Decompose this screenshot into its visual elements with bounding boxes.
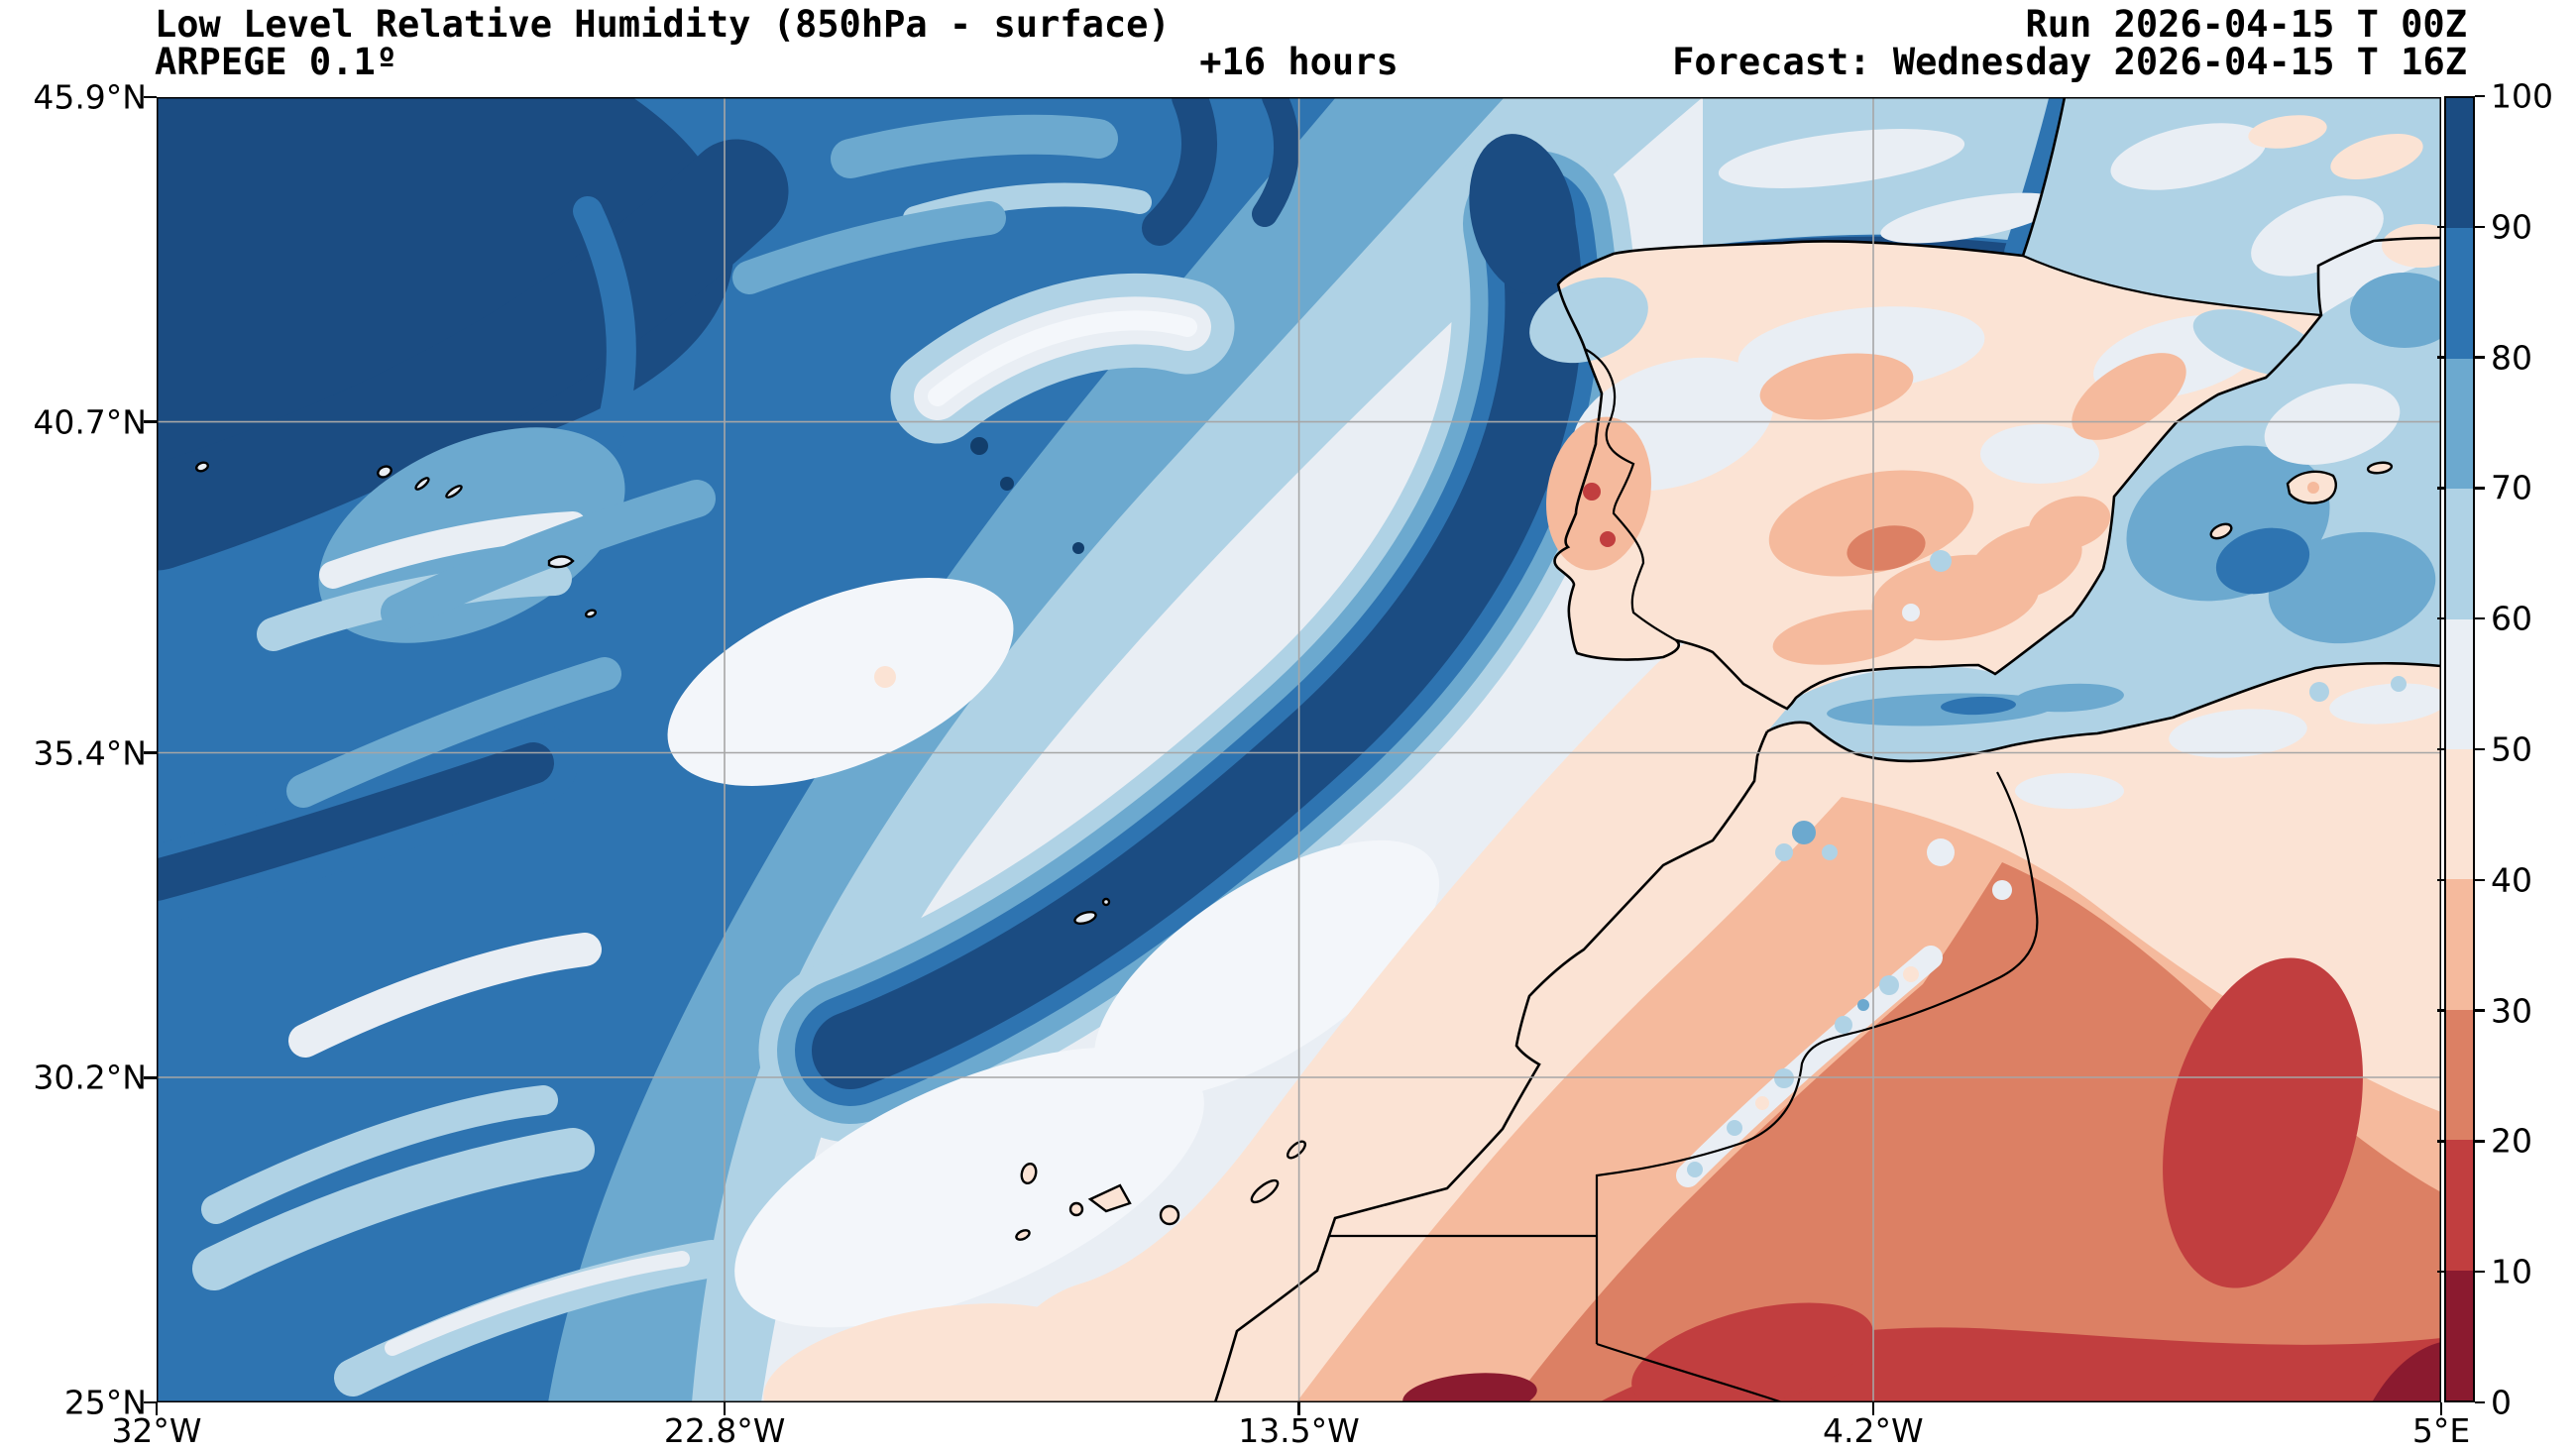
y-tick-mark bbox=[144, 95, 157, 99]
forecast-label: Forecast: Wednesday 2026-04-15 T 16Z bbox=[1672, 41, 2467, 83]
x-tick-label: 13.5°W bbox=[1238, 1411, 1360, 1450]
colorbar-tick-mark bbox=[2475, 487, 2485, 490]
map-plot-area bbox=[157, 97, 2441, 1402]
y-tick-label: 45.9°N bbox=[33, 77, 147, 117]
colorbar-tick-mark-left bbox=[2437, 1140, 2444, 1143]
colorbar-segment-20-30 bbox=[2446, 1009, 2473, 1141]
colorbar-tick-label: 80 bbox=[2491, 338, 2532, 378]
colorbar-segment-10-20 bbox=[2446, 1140, 2473, 1271]
y-tick-mark bbox=[144, 751, 157, 754]
colorbar-segment-50-60 bbox=[2446, 618, 2473, 750]
lead-time-label: +16 hours bbox=[1199, 41, 1399, 83]
colorbar-tick-mark bbox=[2475, 747, 2485, 751]
colorbar-tick-label: 60 bbox=[2491, 599, 2532, 638]
colorbar-segment-30-40 bbox=[2446, 879, 2473, 1010]
graticule bbox=[157, 97, 2441, 1402]
colorbar-tick-mark bbox=[2475, 616, 2485, 620]
colorbar-segment-80-90 bbox=[2446, 228, 2473, 359]
x-tick-mark bbox=[723, 1402, 727, 1415]
colorbar-tick-mark-left bbox=[2437, 225, 2444, 229]
x-tick-mark bbox=[1297, 1402, 1300, 1415]
colorbar-tick-mark-left bbox=[2437, 878, 2444, 882]
colorbar-segment-0-10 bbox=[2446, 1270, 2473, 1401]
y-tick-label: 35.4°N bbox=[33, 733, 147, 773]
chart-title: Low Level Relative Humidity (850hPa - su… bbox=[155, 3, 1171, 46]
y-tick-mark bbox=[144, 1076, 157, 1079]
colorbar-tick-mark bbox=[2475, 356, 2485, 359]
colorbar-tick-label: 20 bbox=[2491, 1121, 2532, 1161]
x-tick-label: 22.8°W bbox=[663, 1411, 786, 1450]
colorbar-segment-40-50 bbox=[2446, 749, 2473, 880]
colorbar-tick-mark bbox=[2475, 225, 2485, 229]
colorbar-tick-mark bbox=[2475, 1140, 2485, 1143]
colorbar-tick-mark bbox=[2475, 1009, 2485, 1012]
colorbar-segment-90-100 bbox=[2446, 98, 2473, 229]
x-tick-label: 32°W bbox=[111, 1411, 202, 1450]
colorbar-tick-mark-left bbox=[2437, 1270, 2444, 1274]
humidity-contour-map bbox=[157, 97, 2441, 1402]
colorbar-tick-mark bbox=[2475, 878, 2485, 882]
coastlines bbox=[1213, 97, 2441, 1402]
colorbar-tick-mark-left bbox=[2437, 747, 2444, 751]
x-tick-label: 4.2°W bbox=[1823, 1411, 1924, 1450]
colorbar-tick-mark bbox=[2475, 1400, 2485, 1404]
x-tick-mark bbox=[1871, 1402, 1875, 1415]
run-label: Run 2026-04-15 T 00Z bbox=[2025, 3, 2467, 46]
y-tick-mark bbox=[144, 420, 157, 423]
y-tick-mark bbox=[144, 1400, 157, 1404]
y-tick-label: 30.2°N bbox=[33, 1058, 147, 1097]
colorbar-tick-label: 10 bbox=[2491, 1252, 2532, 1291]
azores-islands bbox=[194, 461, 598, 618]
colorbar-tick-mark-left bbox=[2437, 487, 2444, 490]
colorbar bbox=[2444, 96, 2475, 1402]
colorbar-tick-label: 50 bbox=[2491, 729, 2532, 769]
country-borders bbox=[1329, 254, 2322, 1402]
x-tick-mark bbox=[2439, 1402, 2443, 1415]
madeira-islands bbox=[1073, 897, 1111, 926]
model-label: ARPEGE 0.1º bbox=[155, 41, 398, 83]
colorbar-tick-label: 100 bbox=[2491, 76, 2553, 116]
colorbar-tick-label: 70 bbox=[2491, 468, 2532, 507]
colorbar-tick-mark-left bbox=[2437, 1009, 2444, 1012]
colorbar-tick-mark-left bbox=[2437, 616, 2444, 620]
colorbar-tick-mark bbox=[2475, 1270, 2485, 1274]
y-tick-label: 40.7°N bbox=[33, 402, 147, 442]
colorbar-tick-mark-left bbox=[2437, 356, 2444, 359]
colorbar-tick-mark bbox=[2475, 94, 2485, 98]
colorbar-segment-70-80 bbox=[2446, 358, 2473, 490]
colorbar-tick-label: 30 bbox=[2491, 991, 2532, 1031]
colorbar-tick-label: 90 bbox=[2491, 207, 2532, 247]
colorbar-tick-label: 0 bbox=[2491, 1383, 2512, 1422]
x-tick-label: 5°E bbox=[2411, 1411, 2471, 1450]
y-tick-label: 25°N bbox=[63, 1383, 147, 1422]
colorbar-tick-label: 40 bbox=[2491, 860, 2532, 900]
colorbar-segment-60-70 bbox=[2446, 489, 2473, 619]
x-tick-mark bbox=[155, 1402, 159, 1415]
